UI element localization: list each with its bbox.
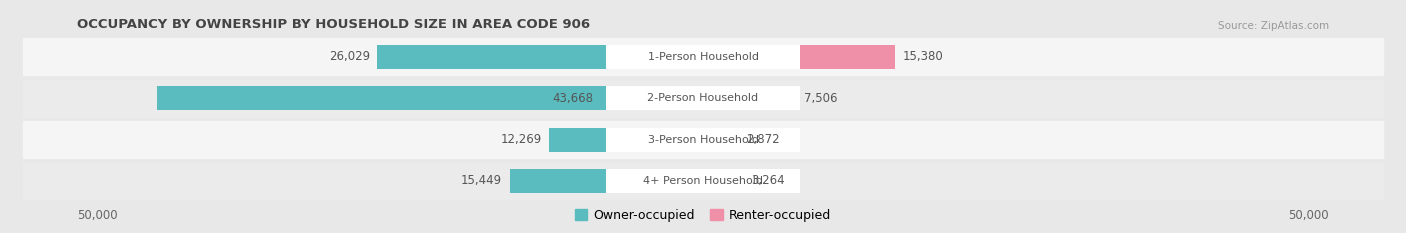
- Text: 2,872: 2,872: [747, 133, 780, 146]
- Text: 26,029: 26,029: [329, 50, 370, 63]
- Bar: [156, 86, 703, 110]
- Text: 50,000: 50,000: [77, 209, 118, 222]
- Text: 50,000: 50,000: [1288, 209, 1329, 222]
- Bar: [703, 169, 744, 193]
- Text: 2-Person Household: 2-Person Household: [647, 93, 759, 103]
- Text: 7,506: 7,506: [804, 92, 838, 105]
- Bar: [377, 45, 703, 69]
- Bar: [606, 127, 800, 151]
- Text: 43,668: 43,668: [553, 92, 593, 105]
- Text: 15,449: 15,449: [461, 174, 502, 187]
- Text: Source: ZipAtlas.com: Source: ZipAtlas.com: [1218, 21, 1329, 31]
- Bar: [703, 127, 740, 151]
- Text: 3,264: 3,264: [751, 174, 785, 187]
- Bar: [606, 86, 800, 110]
- Legend: Owner-occupied, Renter-occupied: Owner-occupied, Renter-occupied: [569, 204, 837, 227]
- Bar: [606, 169, 800, 193]
- Bar: [550, 127, 703, 151]
- Text: 4+ Person Household: 4+ Person Household: [643, 176, 763, 186]
- Text: 3-Person Household: 3-Person Household: [648, 134, 758, 144]
- Text: 12,269: 12,269: [501, 133, 541, 146]
- Bar: [703, 86, 797, 110]
- Text: OCCUPANCY BY OWNERSHIP BY HOUSEHOLD SIZE IN AREA CODE 906: OCCUPANCY BY OWNERSHIP BY HOUSEHOLD SIZE…: [77, 18, 591, 31]
- Bar: [510, 169, 703, 193]
- Bar: [606, 45, 800, 69]
- Text: 15,380: 15,380: [903, 50, 943, 63]
- Bar: [703, 45, 896, 69]
- Text: 1-Person Household: 1-Person Household: [648, 52, 758, 62]
